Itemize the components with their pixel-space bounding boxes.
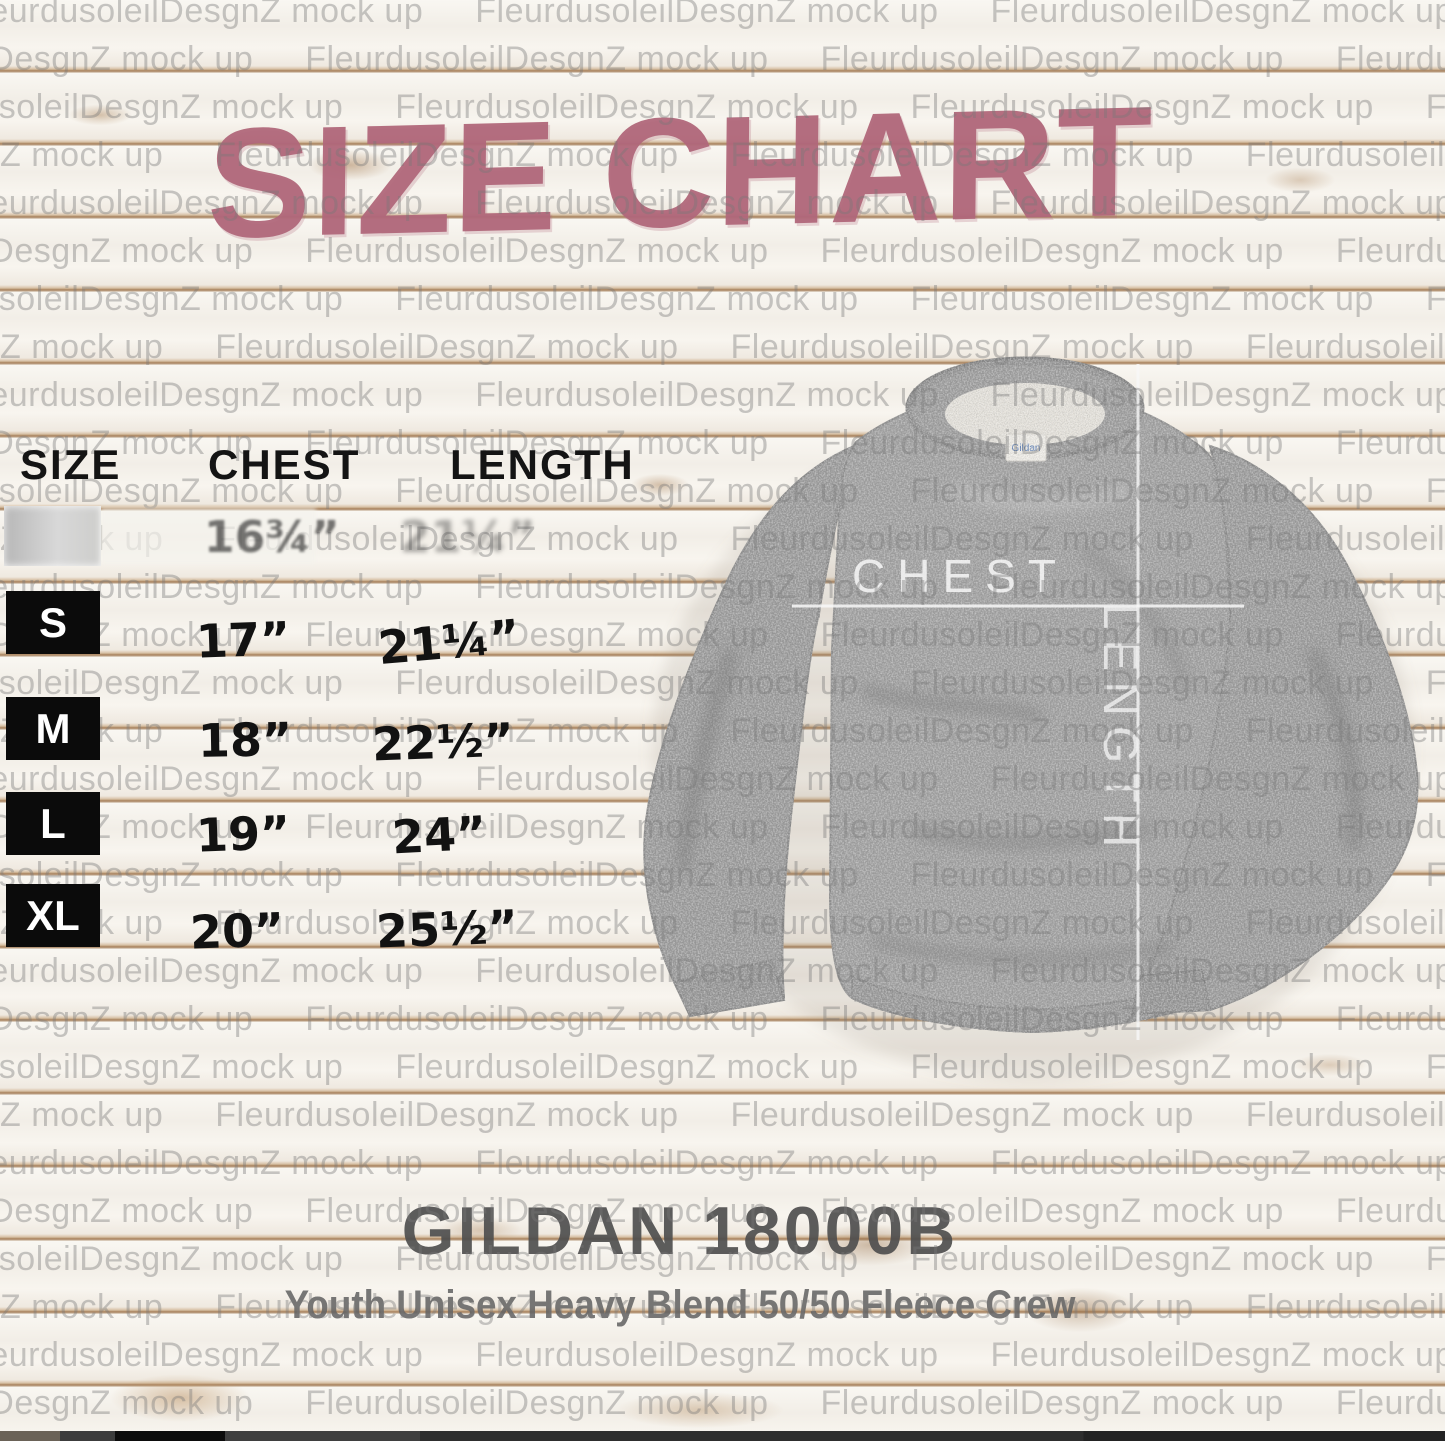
sweatshirt-photo: Gildan CHEST LENGTH bbox=[643, 356, 1419, 1080]
col-header-size: SIZE bbox=[20, 441, 122, 488]
erased-chest-value: 16¾” bbox=[204, 512, 340, 563]
chest-value: 20” bbox=[189, 902, 286, 960]
bottom-edge-strip bbox=[0, 1431, 1445, 1441]
chest-measure-label: CHEST bbox=[852, 550, 1068, 602]
col-header-chest: CHEST bbox=[208, 441, 361, 488]
size-row: S 17” 21¼” bbox=[0, 591, 680, 695]
size-badge: XL bbox=[6, 884, 100, 947]
size-row: L 19” 24” bbox=[0, 792, 680, 896]
length-value: 21¼” bbox=[375, 608, 522, 676]
length-value: 22½” bbox=[371, 712, 515, 772]
length-measure-label: LENGTH bbox=[1093, 603, 1146, 858]
length-value: 25½” bbox=[375, 899, 519, 959]
product-description: Youth Unisex Heavy Blend 50/50 Fleece Cr… bbox=[284, 1283, 1076, 1327]
chest-value: 17” bbox=[195, 611, 292, 669]
size-row: XL 20” 25½” bbox=[0, 884, 680, 988]
length-value: 24” bbox=[390, 805, 488, 865]
erased-size-box bbox=[4, 506, 101, 566]
chest-value: 19” bbox=[195, 805, 292, 863]
size-badge: M bbox=[6, 697, 100, 760]
chest-value: 18” bbox=[197, 712, 293, 768]
neck-tag-label: Gildan bbox=[1012, 443, 1041, 454]
garment: Gildan bbox=[643, 356, 1419, 1034]
product-name: GILDAN 18000B bbox=[401, 1193, 959, 1269]
size-badge: L bbox=[6, 792, 100, 855]
erased-length-value: 21¼” bbox=[400, 512, 536, 563]
col-header-length: LENGTH bbox=[450, 441, 635, 488]
size-table: SIZE CHEST LENGTH 16¾” 21¼” S 17” 21¼” M… bbox=[0, 0, 680, 1010]
size-row: M 18” 22½” bbox=[0, 697, 680, 801]
size-badge: S bbox=[6, 591, 100, 654]
